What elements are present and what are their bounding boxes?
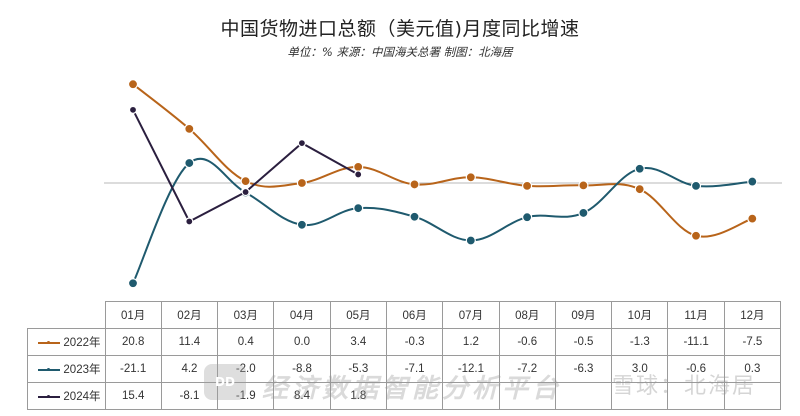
data-point-marker <box>634 184 645 195</box>
table-cell <box>498 382 556 410</box>
table-cell: -0.3 <box>385 328 444 356</box>
data-point-marker <box>690 230 702 241</box>
legend-line-icon <box>38 367 61 371</box>
month-header: 09月 <box>554 301 613 329</box>
table-cell <box>385 382 444 410</box>
table-row-2023: 2023年 -21.1 4.2 -2.0 -8.8 -5.3 -7.1 -12.… <box>27 355 782 383</box>
series-layer <box>127 79 758 289</box>
table-cell: -21.1 <box>104 355 162 383</box>
data-point-marker <box>184 123 195 134</box>
table-cell: -0.6 <box>498 328 556 356</box>
table-cell: -6.3 <box>554 355 613 383</box>
data-point-marker <box>578 207 589 219</box>
table-cell <box>667 382 725 410</box>
data-point-marker <box>353 203 364 214</box>
data-point-marker <box>354 170 363 179</box>
data-point-marker <box>409 211 420 222</box>
month-header: 06月 <box>385 301 444 329</box>
data-point-marker <box>127 79 139 90</box>
data-point-marker <box>128 105 138 114</box>
month-header: 04月 <box>273 301 331 329</box>
table-cell: -7.2 <box>498 355 556 383</box>
table-cell: -11.1 <box>667 328 725 356</box>
table-cell: 0.4 <box>217 328 275 356</box>
data-point-marker <box>127 278 139 289</box>
legend-2022: 2022年 <box>27 328 106 356</box>
chart-subtitle: 单位：% 来源：中国海关总署 制图：北海居 <box>287 45 513 59</box>
table-cell: 20.8 <box>104 328 162 356</box>
legend-line-icon <box>38 340 61 344</box>
table-cell: -0.6 <box>667 355 725 383</box>
table-cell <box>723 382 782 410</box>
table-cell: -1.3 <box>611 328 669 356</box>
month-header: 01月 <box>104 301 162 329</box>
data-point-marker <box>521 180 533 191</box>
legend-2024: 2024年 <box>27 382 106 410</box>
watermark-text: 经济数据智能分析平台 <box>262 374 563 404</box>
table-cell: -8.1 <box>160 382 219 410</box>
month-header: 07月 <box>442 301 500 329</box>
month-header: 11月 <box>667 301 725 329</box>
data-point-marker <box>353 161 364 172</box>
table-cell: 8.4 <box>273 382 331 410</box>
series-line-2024年 <box>132 109 359 223</box>
table-row-2022: 2022年 20.8 11.4 0.4 0.0 3.4 -0.3 1.2 -0.… <box>27 328 782 356</box>
data-point-marker <box>297 139 306 148</box>
table-header-row: 01月 02月 03月 04月 05月 06月 07月 08月 09月 10月 … <box>27 301 782 329</box>
watermark-logo-icon: DD <box>204 364 246 400</box>
data-point-marker <box>747 213 758 224</box>
data-point-marker <box>296 177 307 189</box>
table-cell: -2.0 <box>217 355 275 383</box>
data-point-marker <box>521 212 533 223</box>
month-header: 03月 <box>217 301 275 329</box>
data-point-marker <box>465 235 476 246</box>
data-point-marker <box>184 157 195 169</box>
table-cell <box>442 382 500 410</box>
data-point-marker <box>185 217 194 226</box>
table-cell: 0.0 <box>273 328 331 356</box>
data-point-marker <box>409 179 420 190</box>
table-row-2024: 2024年 15.4 -8.1 -1.9 8.4 1.8 <box>27 382 782 410</box>
series-line-2022年 <box>132 83 753 238</box>
table-cell: 1.8 <box>329 382 387 410</box>
table-cell: 15.4 <box>104 382 162 410</box>
legend-line-icon <box>38 394 61 398</box>
data-point-marker <box>747 176 758 187</box>
data-point-marker <box>578 180 589 191</box>
table-cell: 0.3 <box>723 355 782 383</box>
table-cell: -8.8 <box>273 355 331 383</box>
table-cell: -7.1 <box>385 355 444 383</box>
table-corner <box>27 301 106 329</box>
data-point-marker <box>690 180 702 191</box>
data-point-marker <box>241 187 250 197</box>
month-header: 12月 <box>723 301 782 329</box>
table-cell <box>554 382 613 410</box>
chart-title: 中国货物进口总额（美元值)月度同比增速 <box>220 18 580 40</box>
table-cell: 1.2 <box>442 328 500 356</box>
data-point-marker <box>465 172 476 183</box>
line-chart-plot <box>104 79 782 289</box>
table-cell: -5.3 <box>329 355 387 383</box>
table-cell: 3.4 <box>329 328 387 356</box>
table-cell: -7.5 <box>723 328 782 356</box>
month-header: 10月 <box>611 301 669 329</box>
data-point-marker <box>240 176 251 187</box>
table-cell: -0.5 <box>554 328 613 356</box>
table-cell: -1.9 <box>217 382 275 410</box>
table-cell: 11.4 <box>160 328 219 356</box>
legend-2023: 2023年 <box>27 355 106 383</box>
data-table: 01月 02月 03月 04月 05月 06月 07月 08月 09月 10月 … <box>27 301 782 410</box>
data-point-marker <box>296 219 307 230</box>
watermark-text-2: 雪球：北海居 <box>612 374 757 399</box>
series-line-2023年 <box>132 157 753 284</box>
data-point-marker <box>634 163 645 174</box>
month-header: 05月 <box>329 301 387 329</box>
month-header: 02月 <box>160 301 219 329</box>
table-cell <box>611 382 669 410</box>
month-header: 08月 <box>498 301 556 329</box>
